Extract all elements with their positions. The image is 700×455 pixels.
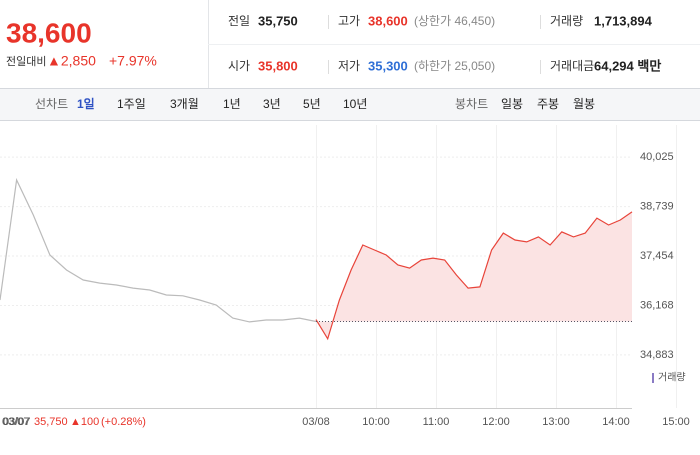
x-tick-label: 11:00 <box>423 416 450 428</box>
change-pct: +7.97% <box>109 53 157 69</box>
footer-close: 35,750 <box>34 416 68 428</box>
stat-label: 시가 <box>228 59 250 73</box>
x-tick-label: 03/08 <box>302 416 330 428</box>
line <box>0 177 317 323</box>
tab[interactable]: 1일 <box>77 97 95 111</box>
x-tick-label: 14:00 <box>602 416 630 428</box>
tab-bar <box>0 89 700 120</box>
footer-pct: (+0.28%) <box>101 416 146 428</box>
tab[interactable]: 주봉 <box>537 97 559 111</box>
change-label: 전일대비 <box>6 54 46 68</box>
x-tick-label: 10:00 <box>362 416 390 428</box>
legend-swatch <box>652 373 654 383</box>
line <box>315 211 633 341</box>
tab[interactable]: 3개월 <box>170 97 199 111</box>
footer-change: ▲100 <box>70 416 99 428</box>
stat-value: 1,713,894 <box>594 13 653 28</box>
stat-extra: (상한가 46,450) <box>414 14 495 28</box>
stat-value: 64,294 백만 <box>594 58 661 73</box>
y-tick-label: 34,883 <box>640 349 674 361</box>
stat-label: 저가 <box>338 59 360 73</box>
stat-label: 거래대금 <box>550 59 594 73</box>
x-tick-label: 03/07 <box>2 416 30 428</box>
y-tick-label: 38,739 <box>640 200 674 212</box>
tab[interactable]: 일봉 <box>501 97 523 111</box>
y-tick-label: 37,454 <box>640 250 674 262</box>
tab[interactable]: 10년 <box>343 97 367 111</box>
tab[interactable]: 5년 <box>303 97 321 111</box>
stat-label: 전일 <box>228 14 250 28</box>
legend-label: 거래량 <box>658 372 686 384</box>
stat-value: 38,600 <box>368 13 408 28</box>
stat-extra: (하한가 25,050) <box>414 59 495 73</box>
x-tick-label: 15:00 <box>662 416 690 428</box>
stat-label: 고가 <box>338 14 360 28</box>
tab[interactable]: 3년 <box>263 97 281 111</box>
footer-date: 03/07 <box>3 416 31 428</box>
price: 38,600 <box>6 17 92 48</box>
tab[interactable]: 1년 <box>223 97 241 111</box>
tab-group-label: 선차트 <box>35 97 68 111</box>
change: ▲2,850 <box>47 53 96 69</box>
x-tick-label: 13:00 <box>542 416 570 428</box>
stat-value: 35,750 <box>258 13 298 28</box>
y-tick-label: 36,168 <box>640 299 674 311</box>
x-tick-label: 12:00 <box>482 416 510 428</box>
stat-label: 거래량 <box>550 14 583 28</box>
tab[interactable]: 월봉 <box>573 97 595 111</box>
tab-group-label: 봉차트 <box>455 97 488 111</box>
stat-value: 35,300 <box>368 58 408 73</box>
tab[interactable]: 1주일 <box>117 97 146 111</box>
area <box>316 211 632 339</box>
y-tick-label: 40,025 <box>640 151 674 163</box>
stat-value: 35,800 <box>258 58 298 73</box>
